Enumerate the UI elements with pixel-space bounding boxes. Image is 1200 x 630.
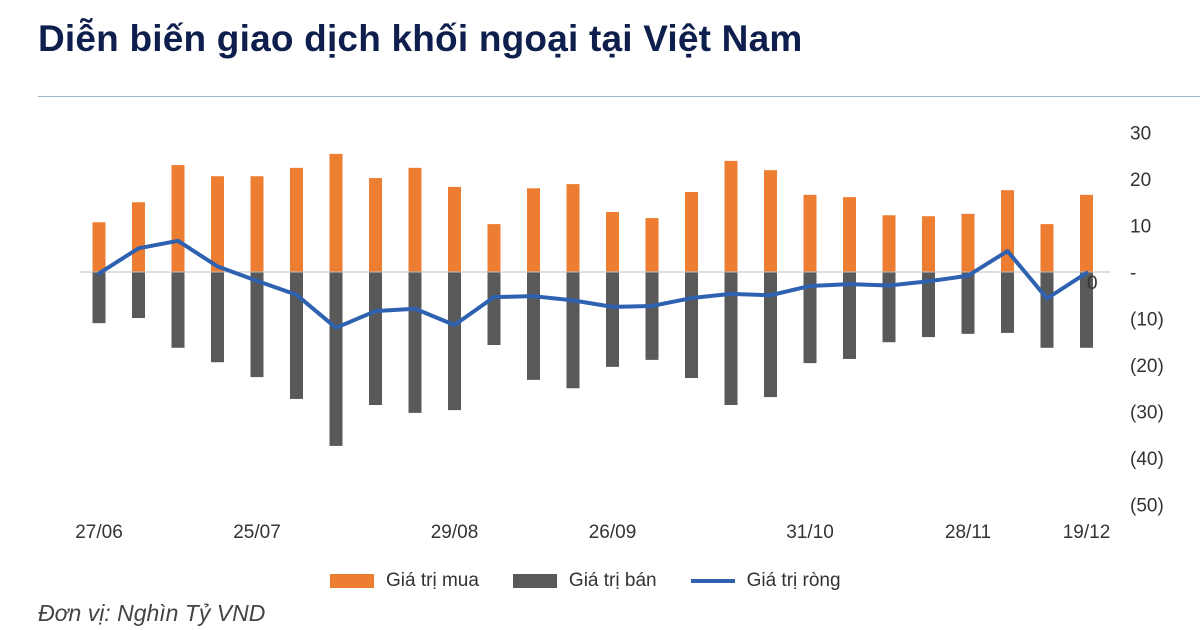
foreign-trading-chart: 30 20 10 - (10) (20) (30) (40) (50) 27/06 25/07 29… (75, 124, 1164, 544)
net-swatch-icon (690, 579, 735, 583)
x-tick-label: 29/08 (431, 522, 479, 543)
buy-bar (132, 202, 145, 272)
buy-bar (329, 153, 343, 272)
legend-label-sell: Giá trị bán (568, 570, 657, 591)
buy-bar (250, 176, 264, 272)
legend-item-sell: Giá trị bán (512, 570, 657, 592)
legend-item-net: Giá trị ròng (690, 570, 841, 592)
sell-bar (211, 272, 224, 363)
sell-bar (448, 272, 461, 411)
sell-bar (961, 272, 975, 334)
buy-bar (211, 176, 224, 272)
buy-bar (645, 218, 659, 272)
sell-bar (764, 272, 777, 398)
x-tick-label: 19/12 (1063, 522, 1111, 543)
sell-bar (171, 272, 185, 348)
x-tick-label: 27/06 (75, 522, 123, 543)
buy-bar (685, 192, 698, 272)
sell-bar (250, 272, 264, 378)
y-tick-label: (20) (1130, 356, 1164, 377)
sell-bar (527, 272, 540, 380)
sell-bar (290, 272, 303, 399)
net-value-line (97, 238, 1089, 330)
y-tick-label: (40) (1130, 449, 1164, 470)
buy-bars (92, 153, 1093, 272)
sell-bars (92, 272, 1093, 446)
y-tick-label: (10) (1130, 310, 1164, 331)
buy-bar (764, 170, 777, 272)
buy-bar (922, 216, 935, 272)
sell-bar (1040, 272, 1054, 348)
sell-bar (1001, 272, 1014, 333)
y-tick-label: 30 (1130, 124, 1151, 145)
sell-bar (329, 272, 343, 446)
sell-bar (369, 272, 382, 405)
sell-swatch-icon (512, 574, 557, 588)
x-tick-label: 25/07 (233, 522, 281, 543)
sell-bar (92, 272, 106, 324)
chart-legend: Giá trị mua Giá trị bán Giá trị ròng (330, 570, 875, 592)
sell-bar (645, 272, 659, 360)
sell-bar (606, 272, 619, 367)
y-tick-label: - (1130, 263, 1136, 284)
buy-bar (527, 188, 540, 272)
sell-bar (408, 272, 422, 413)
sell-bar (724, 272, 738, 405)
sell-bar (882, 272, 896, 343)
legend-label-buy: Giá trị mua (386, 570, 479, 591)
buy-bar (843, 197, 856, 272)
buy-bar (171, 165, 185, 272)
y-tick-label: 20 (1130, 170, 1151, 191)
page-title: Diễn biến giao dịch khối ngoại tại Việt … (38, 18, 803, 59)
sell-bar (803, 272, 817, 364)
zero-annotation: 0 (1087, 273, 1098, 294)
x-tick-label: 31/10 (786, 522, 834, 543)
x-tick-label: 28/11 (945, 522, 991, 543)
sell-bar (922, 272, 935, 338)
buy-bar (724, 160, 738, 272)
buy-bar (487, 224, 501, 272)
legend-label-net: Giá trị ròng (746, 570, 841, 591)
y-axis-labels: 30 20 10 - (10) (20) (30) (40) (50) (1130, 124, 1164, 517)
sell-bar (566, 272, 580, 389)
buy-swatch-icon (330, 574, 374, 588)
buy-bar (1080, 194, 1093, 272)
buy-bar (882, 215, 896, 272)
buy-bar (448, 186, 461, 272)
buy-bar (1001, 190, 1014, 272)
buy-bar (606, 212, 619, 272)
sell-bar (487, 272, 501, 346)
buy-bar (369, 178, 382, 272)
sell-bar (1080, 272, 1093, 348)
x-tick-label: 26/09 (589, 522, 637, 543)
buy-bar (961, 213, 975, 272)
legend-item-buy: Giá trị mua (330, 570, 479, 592)
x-axis-labels: 27/06 25/07 29/08 26/09 31/10 28/11 19/12 (75, 522, 1110, 543)
sell-bar (132, 272, 145, 319)
buy-bar (408, 167, 422, 272)
y-tick-label: (50) (1130, 496, 1164, 517)
y-tick-label: 10 (1130, 217, 1151, 238)
y-tick-label: (30) (1130, 403, 1164, 424)
buy-bar (92, 222, 106, 272)
unit-note: Đơn vị: Nghìn Tỷ VND (38, 600, 266, 626)
buy-bar (566, 184, 580, 272)
sell-bar (685, 272, 698, 379)
buy-bar (803, 194, 817, 272)
buy-bar (1040, 224, 1054, 272)
title-divider (38, 96, 1200, 97)
sell-bar (843, 272, 856, 359)
buy-bar (290, 167, 303, 272)
